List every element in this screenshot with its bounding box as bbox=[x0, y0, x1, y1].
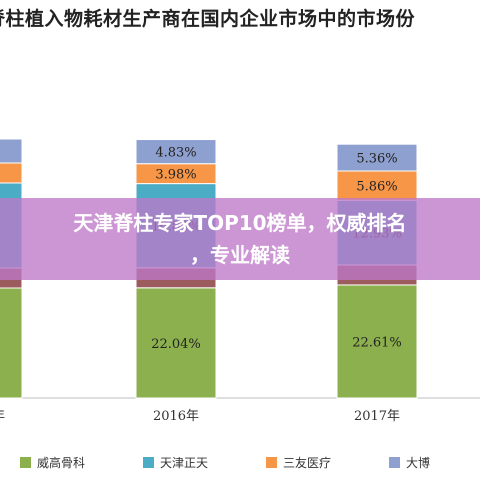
legend-label-sanyou: 三友医疗 bbox=[283, 455, 332, 470]
legend-item-dabo: 大博 bbox=[389, 454, 430, 471]
bar-segment-2-0 bbox=[336, 284, 418, 399]
overlay-banner[interactable]: 天津脊柱专家TOP10榜单，权威排名 ，专业解读 bbox=[0, 198, 480, 280]
bar-segment-2-4 bbox=[336, 143, 418, 172]
legend-swatch-sanyou bbox=[266, 456, 278, 468]
legend-swatch-dabo bbox=[389, 456, 401, 468]
data-label-1-0: 22.04% bbox=[151, 337, 201, 352]
legend-item-sanyou: 三友医疗 bbox=[266, 454, 331, 471]
data-label-1-4: 4.83% bbox=[155, 146, 196, 161]
bar-segment-0-3 bbox=[0, 162, 23, 184]
data-label-2-0: 22.61% bbox=[352, 335, 402, 350]
overlay-line-1: 天津脊柱专家TOP10榜单，权威排名 bbox=[73, 211, 407, 235]
data-label-2-4: 5.36% bbox=[356, 152, 397, 167]
x-tick-label-1: 2016年 bbox=[153, 409, 199, 424]
x-tick-label-0: 2015年 bbox=[0, 409, 5, 424]
legend-item-weigao: 威高骨科 bbox=[20, 454, 85, 471]
bar-segment-0-0 bbox=[0, 287, 23, 399]
bar-segment-0-4 bbox=[0, 138, 23, 164]
legend-item-tianjin: 天津正天 bbox=[143, 454, 208, 471]
data-label-1-3: 3.98% bbox=[155, 168, 196, 183]
legend-swatch-weigao bbox=[20, 456, 31, 468]
bar-segment-2-3 bbox=[336, 170, 418, 201]
data-label-2-3: 5.86% bbox=[356, 180, 397, 195]
x-tick-label-2: 2017年 bbox=[354, 409, 400, 424]
legend-label-dabo: 大博 bbox=[406, 455, 431, 470]
legend-swatch-tianjin bbox=[143, 456, 155, 468]
x-tick-labels: 2015年 2016年 2017年 bbox=[0, 409, 400, 424]
bar-segment-1-4 bbox=[135, 139, 217, 165]
chart-legend: 威高骨科 天津正天 三友医疗 大博 bbox=[20, 450, 480, 474]
bar-segment-1-0 bbox=[135, 287, 217, 399]
legend-label-tianjin: 天津正天 bbox=[160, 455, 209, 470]
chart-title: 脊柱植入物耗材生产商在国内企业市场中的市场份 bbox=[0, 8, 416, 30]
legend-label-weigao: 威高骨科 bbox=[37, 455, 86, 470]
overlay-line-2: ，专业解读 bbox=[190, 243, 290, 267]
